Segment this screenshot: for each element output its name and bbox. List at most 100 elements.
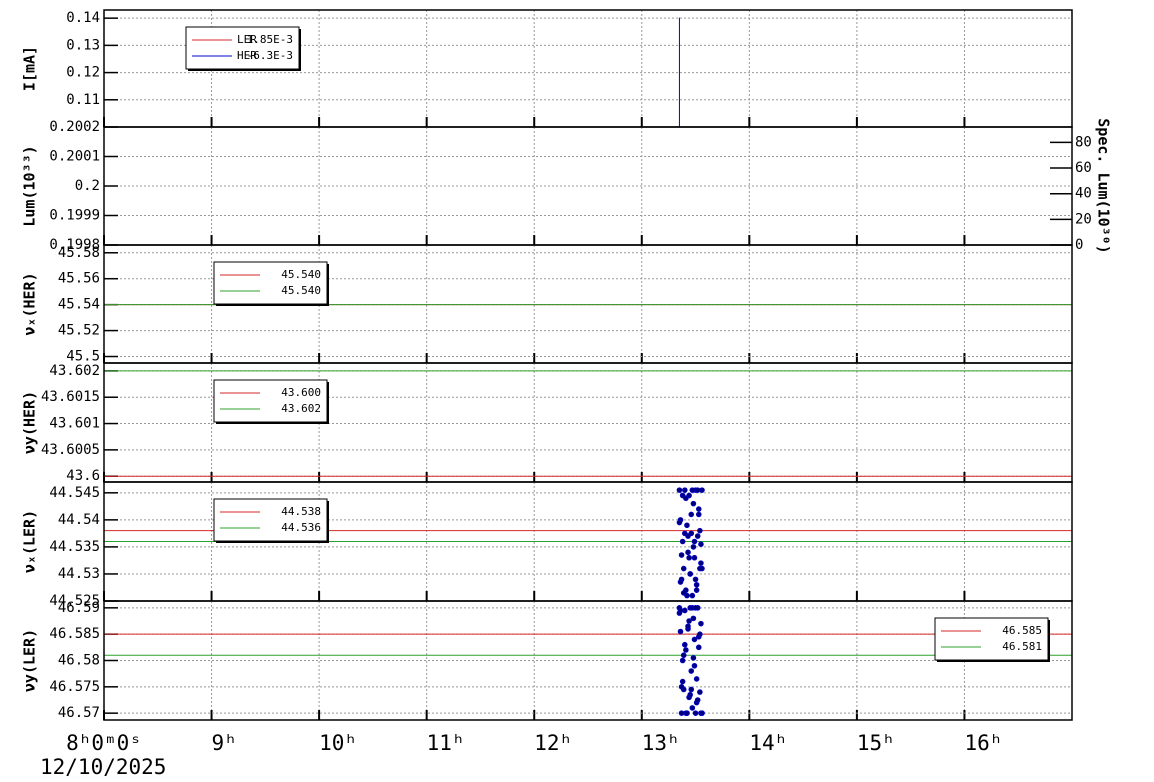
data-point [693, 581, 700, 588]
y-tick-label: 45.58 [58, 245, 100, 261]
data-point [698, 541, 704, 548]
y-axis-label: νₓ(HER) [21, 272, 39, 335]
y2-tick-label: 0 [1075, 237, 1083, 253]
data-point [676, 519, 683, 526]
data-point [698, 560, 704, 566]
y-tick-label: 43.602 [49, 363, 100, 379]
y-tick-label: 45.52 [58, 323, 100, 339]
y-axis-label: I[mA] [21, 46, 39, 91]
legend-value: 44.538 [281, 505, 321, 518]
date-label: 12/10/2025 [40, 755, 166, 779]
y-tick-label: 0.13 [66, 37, 100, 53]
data-point [679, 678, 686, 685]
y-tick-label: 46.575 [49, 679, 100, 695]
x-tick-label: 9ʰ [212, 731, 237, 755]
legend-name: HER [237, 49, 257, 62]
legend-box [185, 26, 300, 70]
data-point [681, 487, 688, 493]
y2-tick-label: 80 [1075, 134, 1092, 150]
data-point [687, 571, 693, 577]
y-tick-label: 0.2001 [49, 149, 100, 165]
legend-value: 46.581 [1002, 640, 1042, 653]
legend-box [213, 498, 328, 542]
data-point [691, 554, 698, 561]
data-point [677, 579, 684, 585]
y2-tick-label: 40 [1075, 186, 1092, 202]
y-tick-label: 46.59 [58, 600, 100, 616]
data-point [678, 552, 685, 558]
legend-value: 43.602 [281, 402, 321, 415]
y-tick-label: 45.5 [66, 349, 100, 365]
y-tick-label: 0.2 [75, 178, 100, 194]
data-point [694, 533, 701, 539]
data-point [697, 631, 703, 637]
data-point [691, 538, 698, 545]
data-point [692, 576, 699, 583]
y-tick-label: 0.14 [66, 10, 100, 26]
y-tick-label: 43.6015 [41, 389, 100, 405]
y-tick-label: 0.1998 [49, 237, 100, 253]
legend-value: 44.536 [281, 521, 321, 534]
data-point [689, 592, 696, 599]
legend-value: 45.540 [281, 268, 321, 281]
data-point [693, 676, 700, 682]
y-axis-label: νy(HER) [21, 391, 39, 454]
data-point [679, 538, 686, 545]
y-axis-label: Lum(10³³) [21, 145, 39, 226]
y-tick-label: 44.545 [49, 485, 100, 501]
data-point [695, 506, 702, 512]
data-point [688, 668, 695, 674]
data-point [681, 641, 688, 648]
y-tick-label: 0.2002 [49, 119, 100, 135]
y-tick-label: 44.54 [58, 512, 100, 528]
y-tick-label: 46.57 [58, 705, 100, 721]
y-axis-label: νₓ(LER) [21, 510, 39, 573]
data-point [699, 710, 705, 716]
x-tick-label: 8ʰ0ᵐ0ˢ [66, 731, 142, 755]
y-tick-label: 46.58 [58, 653, 100, 669]
y-tick-label: 0.11 [66, 92, 100, 108]
y2-tick-label: 60 [1075, 160, 1092, 176]
data-point [692, 710, 699, 716]
data-point [689, 705, 696, 711]
y-tick-label: 44.53 [58, 566, 100, 582]
data-point [691, 636, 698, 643]
data-point [686, 618, 692, 624]
y-tick-label: 46.585 [49, 626, 100, 642]
data-point [688, 686, 695, 693]
data-point [683, 647, 689, 653]
data-point [690, 500, 697, 507]
legend-box [934, 617, 1049, 661]
x-tick-label: 15ʰ [857, 731, 895, 755]
data-point [679, 657, 686, 664]
data-point [695, 644, 702, 651]
data-point [678, 684, 685, 690]
data-point [698, 620, 704, 627]
data-point [686, 554, 692, 561]
x-tick-label: 10ʰ [319, 731, 357, 755]
legend-box [213, 261, 328, 305]
data-point [690, 655, 697, 661]
legend-value: -6.3E-3 [247, 49, 293, 62]
data-point [690, 544, 697, 550]
data-point [684, 710, 690, 716]
data-point [692, 605, 699, 611]
data-point [685, 623, 691, 630]
data-point [685, 549, 691, 556]
legend-name: LER [237, 33, 257, 46]
panel-frame [103, 600, 1073, 721]
data-point [688, 511, 695, 518]
y-tick-label: 0.12 [66, 65, 100, 81]
data-point [680, 565, 687, 572]
x-tick-label: 14ʰ [749, 731, 787, 755]
data-point [677, 607, 684, 614]
x-tick-label: 16ʰ [964, 731, 1002, 755]
data-point [699, 565, 705, 572]
y-tick-label: 0.1999 [49, 208, 100, 224]
y2-tick-label: 20 [1075, 211, 1092, 227]
y-tick-label: 44.535 [49, 539, 100, 555]
y-tick-label: 45.56 [58, 271, 100, 287]
y-tick-label: 43.6005 [41, 442, 100, 458]
data-point [676, 487, 683, 493]
